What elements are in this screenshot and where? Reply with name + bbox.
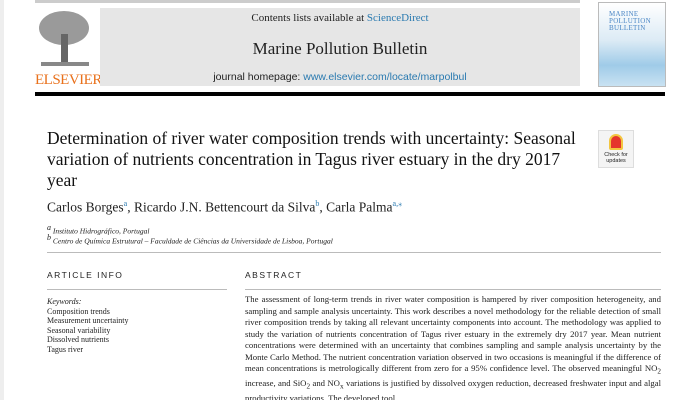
abstract-part: The assessment of long-term trends in ri… [245,294,661,373]
author-sup[interactable]: a [123,199,128,208]
check-for-updates-button[interactable]: Check for updates [598,130,634,168]
author[interactable]: Ricardo J.N. Bettencourt da Silva [133,199,316,215]
author[interactable]: Carla Palma [326,199,393,215]
contents-label: Contents lists available at [251,12,367,24]
journal-header: Contents lists available at ScienceDirec… [100,8,580,86]
homepage-line: journal homepage: www.elsevier.com/locat… [100,71,580,83]
homepage-link[interactable]: www.elsevier.com/locate/marpolbul [303,71,467,83]
subscript: 2 [657,367,661,376]
contents-line: Contents lists available at ScienceDirec… [100,12,580,24]
keywords-label: Keywords: [47,297,82,306]
article-title: Determination of river water composition… [47,128,576,190]
sciencedirect-link[interactable]: ScienceDirect [366,12,429,24]
keyword: Composition trends [47,306,110,316]
keyword: Measurement uncertainty [47,316,129,326]
author-sup[interactable]: a,⁎ [392,199,403,208]
bookmark-icon [609,134,623,150]
journal-cover[interactable]: MARINE POLLUTION BULLETIN [598,2,666,87]
author-list: Carlos Borgesa, Ricardo J.N. Bettencourt… [47,199,403,215]
header-rule [35,92,665,96]
aff-sup: b [47,233,51,242]
subscript: x [339,382,344,391]
aff-sup: a [47,223,51,232]
divider [47,252,661,253]
subscript: 2 [306,382,311,391]
article-info-heading: ARTICLE INFO [47,270,124,280]
divider [245,289,661,290]
abstract-text: The assessment of long-term trends in ri… [245,294,661,400]
keywords: Keywords: Composition trends Measurement… [47,297,129,355]
abstract-heading: ABSTRACT [245,270,303,280]
affiliation: a Instituto Hidrográfico, Portugal [47,223,149,236]
elsevier-tree-icon [39,11,89,66]
publisher-name: ELSEVIER [35,72,102,88]
cover-title: MARINE POLLUTION BULLETIN [609,10,651,32]
author[interactable]: Carlos Borges [47,199,124,215]
aff-text: Centro de Química Estrutural – Faculdade… [52,236,333,246]
check-updates-label: Check for updates [604,152,628,164]
page-margin [0,0,4,400]
abstract-part: increase, and SiO [245,378,307,389]
aff-text: Instituto Hidrográfico, Portugal [52,226,150,236]
abstract-part: variations is justified by dissolved oxy… [245,378,661,400]
divider [47,289,227,290]
elsevier-logo[interactable]: ELSEVIER [35,10,102,88]
abstract-part: and NO [310,378,340,389]
keyword: Seasonal variability [47,325,111,335]
top-bar [35,0,580,3]
journal-title: Marine Pollution Bulletin [252,39,428,58]
homepage-label: journal homepage: [213,71,304,83]
affiliation: b Centro de Química Estrutural – Faculda… [47,233,333,246]
keyword: Tagus river [47,344,84,354]
keyword: Dissolved nutrients [47,335,109,345]
author-sup[interactable]: b [315,199,320,208]
